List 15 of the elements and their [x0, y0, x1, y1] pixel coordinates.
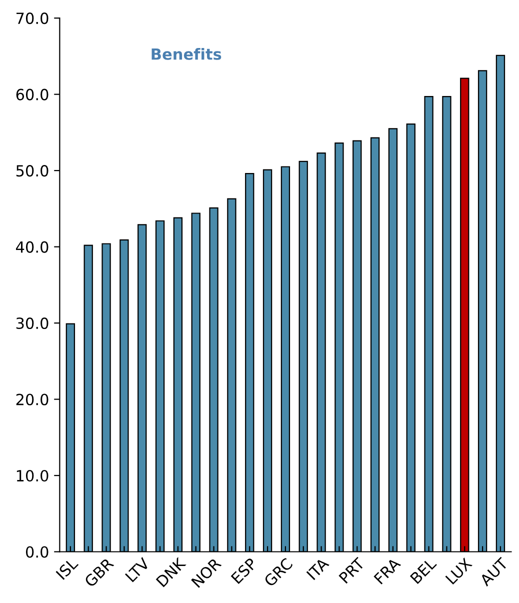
y-tick-label: 60.0 [16, 88, 48, 100]
x-tick-label: ISL [56, 556, 79, 580]
x-tick-label: FRA [374, 557, 402, 584]
y-tick-label: 30.0 [16, 318, 48, 330]
x-tick-label: LTV [124, 557, 150, 582]
x-tick-label: ESP [230, 557, 258, 584]
y-tick-label: 50.0 [16, 165, 48, 177]
x-tick-label: BEL [410, 557, 437, 584]
text: Benefits [152, 48, 222, 60]
y-tick-label: 70.0 [16, 12, 48, 24]
x-tick-label: ITA [306, 557, 330, 580]
y-tick-label: 40.0 [16, 241, 48, 253]
y-tick-label: 10.0 [16, 470, 48, 482]
y-tick-label: 20.0 [16, 394, 48, 406]
y-tick-label: 0.0 [26, 546, 48, 558]
